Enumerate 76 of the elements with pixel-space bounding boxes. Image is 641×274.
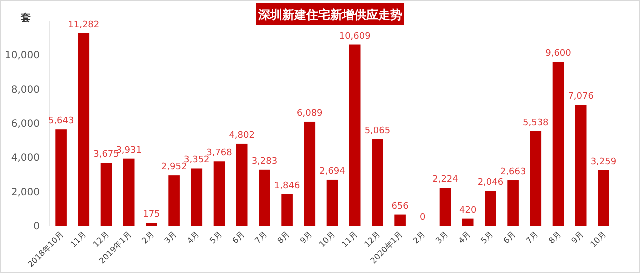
x-tick-label: 9月 — [570, 230, 586, 246]
data-label: 11,282 — [68, 20, 100, 30]
bar — [326, 180, 338, 226]
x-tick-label: 10月 — [318, 230, 337, 250]
x-tick-label: 7月 — [253, 230, 270, 246]
bar — [282, 194, 293, 226]
x-tick-label: 6月 — [230, 230, 247, 246]
y-tick-label: 8,000 — [11, 84, 40, 96]
y-tick-label: 6,000 — [11, 119, 40, 130]
x-tick-label: 4月 — [456, 230, 473, 246]
x-tick-label: 2月 — [140, 230, 156, 246]
x-tick-label: 11月 — [340, 230, 360, 250]
data-label: 3,675 — [94, 150, 120, 160]
data-label: 6,089 — [297, 108, 324, 119]
x-tick-label: 9月 — [298, 230, 314, 246]
data-label: 1,846 — [274, 181, 300, 192]
data-label: 7,076 — [568, 92, 594, 102]
data-label: 175 — [143, 210, 160, 220]
data-label: 420 — [460, 206, 477, 216]
data-label: 2,663 — [500, 168, 526, 178]
bar — [304, 122, 316, 226]
chart-title: 深圳新建住宅新增供应走势 — [258, 8, 402, 22]
bar — [236, 144, 248, 226]
x-tick-label: 12月 — [92, 230, 111, 250]
bar — [259, 170, 270, 226]
y-tick-label: 2,000 — [11, 187, 40, 198]
y-axis-title: 套 — [20, 12, 31, 24]
bar — [508, 180, 519, 226]
x-tick-label: 7月 — [524, 230, 540, 246]
x-tick-label: 2月 — [412, 230, 428, 246]
x-tick-label: 11月 — [69, 230, 88, 250]
y-tick-label: 4,000 — [11, 153, 40, 164]
bar — [372, 139, 384, 226]
data-label: 4,802 — [229, 130, 255, 141]
data-label: 5,643 — [48, 116, 74, 127]
x-tick-label: 8月 — [276, 230, 292, 246]
data-label: 2,224 — [432, 175, 459, 186]
y-tick-label: 0 — [34, 222, 40, 232]
bar — [552, 62, 564, 226]
data-label: 0 — [420, 213, 426, 223]
bar — [146, 223, 158, 226]
x-tick-label: 5月 — [208, 230, 224, 246]
x-tick-label: 6月 — [502, 230, 518, 246]
bar — [440, 188, 452, 226]
y-tick-label: 10,000 — [5, 50, 40, 62]
data-label: 656 — [392, 202, 410, 212]
data-label: 2,694 — [320, 166, 346, 177]
bar — [394, 214, 406, 226]
x-tick-label: 10月 — [588, 230, 608, 250]
bar — [575, 105, 587, 226]
bar — [56, 130, 67, 226]
bar — [485, 191, 496, 226]
data-label: 2,952 — [161, 162, 188, 173]
data-label: 9,600 — [546, 49, 572, 59]
data-label: 5,065 — [364, 126, 391, 136]
data-label: 5,538 — [523, 118, 550, 128]
x-tick-label: 12月 — [362, 230, 382, 250]
x-tick-label: 3月 — [434, 230, 450, 246]
bar — [349, 44, 361, 226]
bar — [168, 176, 180, 226]
bar — [214, 162, 226, 226]
bar — [191, 168, 203, 226]
x-tick-label: 4月 — [186, 230, 202, 246]
bar — [530, 131, 542, 226]
x-tick-label: 5月 — [479, 230, 496, 246]
bar — [598, 170, 610, 226]
bar — [78, 33, 90, 226]
data-label: 2,046 — [478, 178, 504, 188]
bar — [123, 158, 135, 226]
bar — [100, 163, 112, 226]
x-tick-label: 8月 — [547, 230, 563, 246]
bar — [462, 218, 474, 226]
data-label: 10,609 — [339, 32, 372, 42]
data-label: 3,283 — [252, 156, 278, 167]
x-tick-label: 3月 — [163, 230, 179, 246]
data-label: 3,259 — [590, 157, 617, 168]
